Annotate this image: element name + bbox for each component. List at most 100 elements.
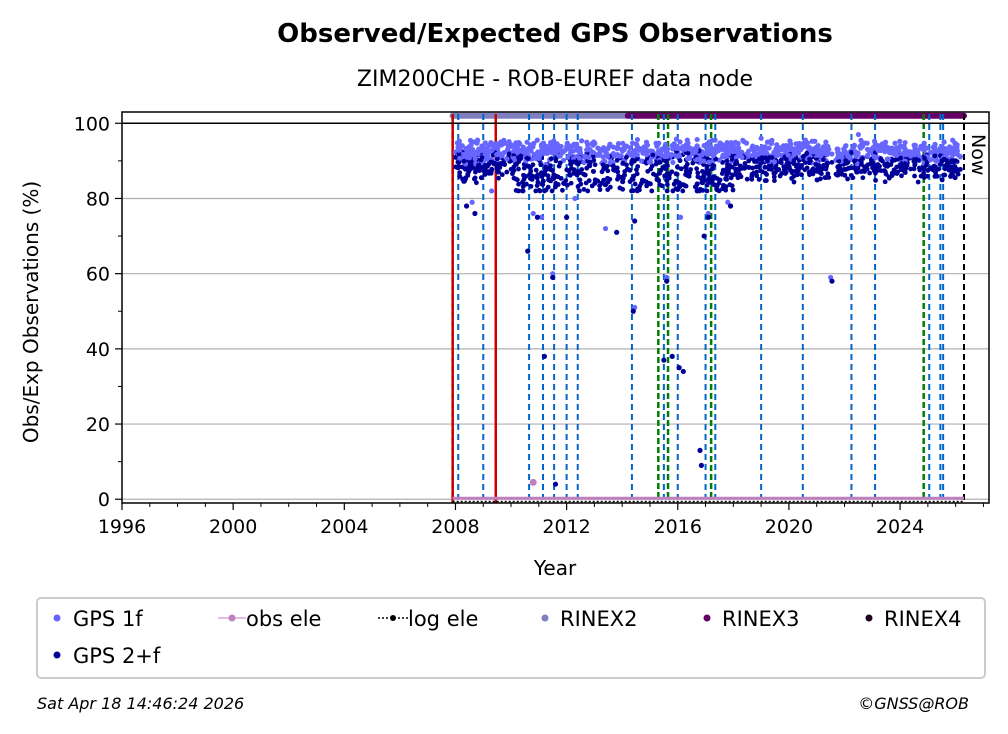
gps-1f-point [636, 147, 643, 153]
gps-2f-point [516, 166, 521, 172]
gps-2f-point [617, 185, 623, 191]
gps-2f-point [662, 173, 668, 179]
gps-2f-point [461, 158, 467, 164]
gps-2f-point [585, 188, 591, 194]
gps-2f-point [704, 167, 710, 173]
now-label: Now [967, 134, 989, 175]
gps-2f-point [511, 175, 517, 181]
gps-2f-point [744, 176, 750, 182]
gps-2f-point [482, 166, 488, 172]
gps-2f-point [775, 167, 781, 172]
gps-2f-point [552, 481, 559, 487]
gps-1f-point [725, 199, 731, 205]
gps-2f-point [769, 167, 774, 172]
gps-2f-point [789, 175, 795, 181]
x-tick-label: 2008 [431, 516, 479, 538]
gps-2f-point [566, 168, 572, 174]
gps-2f-point [704, 188, 710, 194]
gps-2f-point [724, 162, 730, 168]
gps-2f-point [951, 158, 957, 164]
gps-2f-point [524, 163, 530, 169]
gps-2f-point [781, 164, 787, 170]
gps-2f-point [590, 168, 596, 174]
gps-2f-point [476, 162, 482, 168]
gps-2f-point [795, 166, 801, 171]
legend-marker-gps-1f [53, 614, 61, 622]
y-tick-label: 20 [86, 414, 110, 436]
gps-2f-point [932, 173, 938, 179]
gps-2f-point [473, 180, 479, 186]
gps-2f-point [555, 174, 561, 180]
gps-2f-point [719, 171, 725, 176]
gps-2f-point [860, 175, 866, 181]
gps-1f-point [768, 140, 775, 146]
gps-2f-point [666, 175, 672, 181]
gps-2f-point [579, 167, 585, 172]
gps-2f-point [664, 188, 670, 194]
gps-1f-point [705, 210, 711, 217]
gps-1f-point [634, 136, 641, 143]
gps-2f-point [528, 168, 534, 174]
gps-2f-point [664, 163, 670, 168]
gps-2f-point [564, 182, 570, 188]
gps-1f-point [701, 158, 707, 164]
gps-1f-point [901, 144, 907, 150]
gps-2f-point [723, 187, 729, 193]
gps-2f-point [475, 166, 480, 172]
gps-1f-point [844, 151, 850, 157]
gps-2f-point [656, 178, 662, 183]
legend-label-log-ele: log ele [408, 607, 478, 631]
gps-2f-point [825, 160, 831, 166]
gps-2f-point [724, 158, 730, 164]
gps-2f-point [498, 160, 504, 166]
gps-2f-point [620, 179, 626, 185]
gps-2f-point [605, 175, 610, 181]
gps-2f-point [564, 214, 570, 220]
legend-marker-log-ele [390, 615, 396, 621]
gps-2f-point [885, 161, 890, 167]
y-axis-label: Obs/Exp Observations (%) [19, 181, 43, 443]
gps-2f-point [560, 187, 565, 193]
gps-1f-point [677, 214, 684, 220]
gps-1f-point [663, 147, 669, 153]
gps-2f-point [591, 157, 597, 163]
gps-2f-point [822, 175, 828, 181]
gps-1f-point [802, 140, 808, 146]
gps-2f-point [898, 155, 904, 161]
gps-2f-point [889, 173, 895, 179]
gps-2f-point [727, 203, 734, 209]
gps-2f-point [928, 166, 933, 172]
gps-2f-point [599, 169, 605, 175]
gps-2f-point [695, 170, 701, 176]
gps-2f-point [825, 171, 831, 177]
gps-1f-point [762, 151, 768, 157]
gps-2f-point [694, 181, 700, 187]
legend-label-obs-ele: obs ele [246, 607, 321, 631]
gps-2f-point [750, 165, 756, 171]
gps-2f-point [800, 154, 806, 160]
gps-2f-point [873, 177, 878, 183]
gps-1f-point [921, 146, 928, 152]
gps-2f-point [871, 168, 877, 174]
obs-ele-point [529, 478, 537, 486]
gps-1f-point [620, 140, 626, 146]
gps-2f-point [502, 162, 508, 168]
gps-2f-point [734, 159, 739, 164]
gps-2f-point [669, 353, 675, 359]
gps-1f-point [680, 144, 686, 150]
gps-2f-point [730, 187, 736, 193]
gps-2f-point [686, 173, 692, 179]
legend-label-gps-1f: GPS 1f [73, 607, 143, 631]
gps-1f-point [629, 140, 636, 146]
footer-credit: ©GNSS@ROB [858, 694, 969, 713]
gps-1f-point [511, 155, 517, 162]
gps-2f-point [541, 178, 546, 184]
gps-1f-point [481, 145, 487, 151]
gps-1f-point [694, 136, 700, 143]
gps-2f-point [841, 167, 847, 172]
gps-1f-point [602, 225, 609, 232]
gps-1f-point [834, 146, 840, 152]
gps-2f-point [568, 161, 574, 167]
x-tick-label: 2012 [542, 516, 590, 538]
gps-2f-point [550, 274, 556, 281]
